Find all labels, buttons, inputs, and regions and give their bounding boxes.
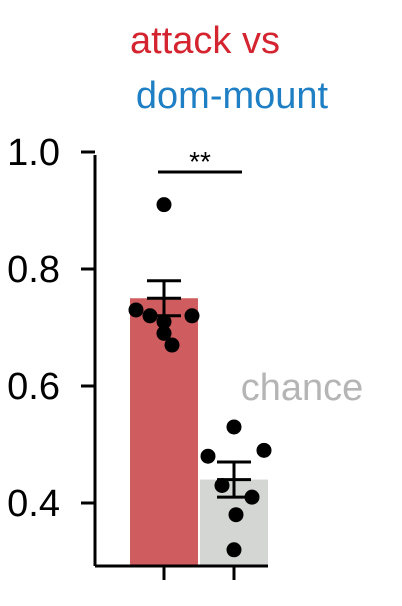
chart-title-line2: dom-mount: [136, 75, 329, 117]
bar: [130, 298, 198, 566]
y-tick-label: 1.0: [7, 132, 60, 174]
data-point: [142, 308, 158, 324]
data-point: [128, 302, 144, 318]
data-point: [200, 448, 216, 464]
data-point: [244, 489, 260, 505]
x-axis: [95, 564, 268, 580]
data-point: [156, 197, 172, 213]
data-point: [156, 325, 172, 341]
data-point: [228, 507, 244, 523]
data-point: [164, 337, 180, 353]
data-point: [184, 308, 200, 324]
data-point: [256, 442, 272, 458]
data-point: [226, 542, 242, 558]
y-tick-label: 0.4: [7, 483, 60, 525]
y-axis: 1.0 0.8 0.6 0.4: [7, 132, 97, 566]
y-tick-label: 0.8: [7, 249, 60, 291]
data-point: [226, 419, 242, 435]
chart-title-line1: attack vs: [130, 20, 280, 62]
data-points: [128, 197, 272, 558]
bars: [130, 298, 268, 566]
chance-label: chance: [241, 367, 364, 409]
data-point: [214, 477, 230, 493]
data-point: [156, 314, 172, 330]
significance-stars: **: [189, 146, 211, 177]
y-tick-label: 0.6: [7, 366, 60, 408]
